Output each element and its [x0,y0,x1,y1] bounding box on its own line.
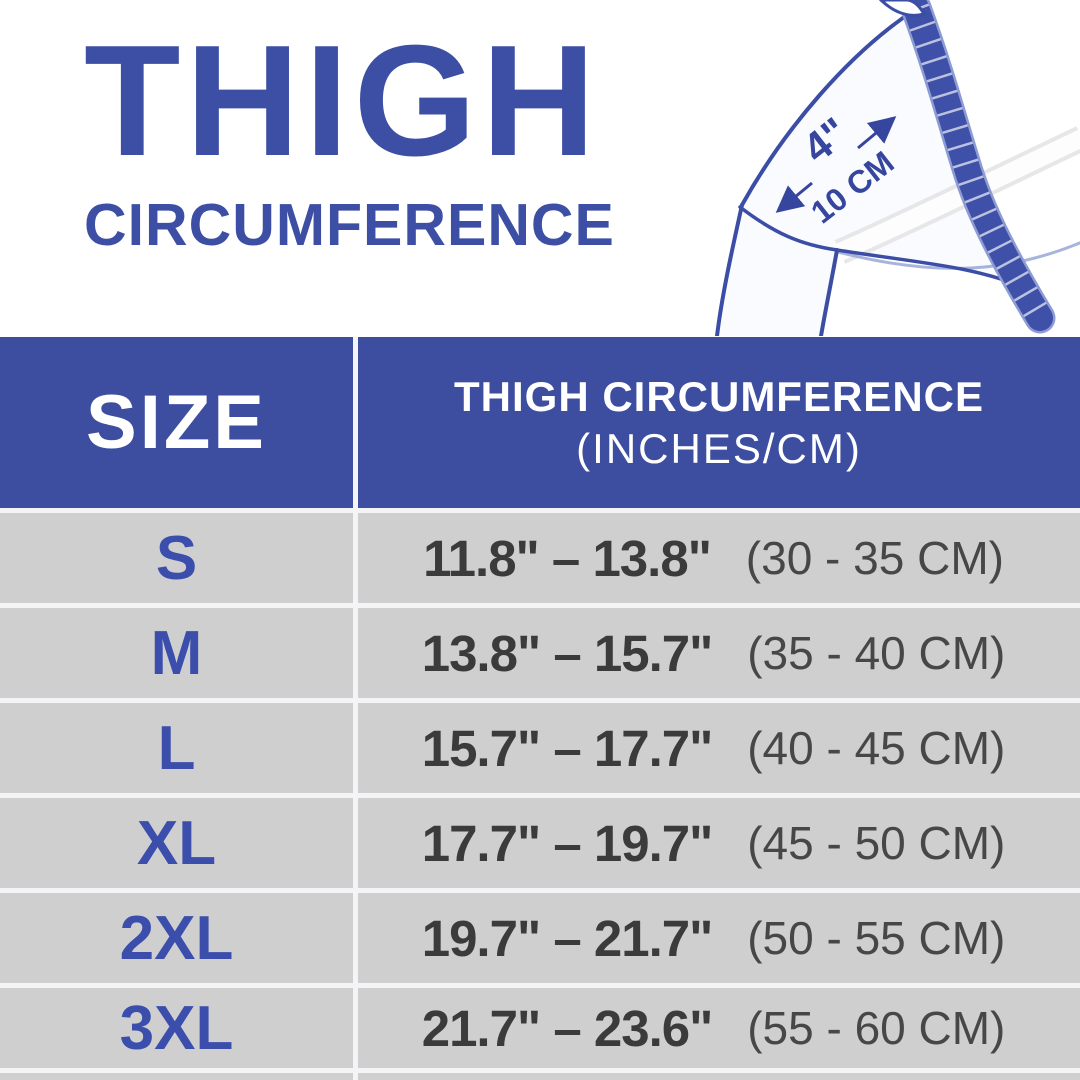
row-l-cm: (40 - 45 CM) [747,722,1006,774]
measuring-tape [900,0,1056,334]
row-m-inches: 13.8" – 15.7" [421,624,714,682]
table-header-measure-line1: THIGH CIRCUMFERENCE [454,373,984,421]
tape-tip [878,0,927,17]
row-2xl-cm: (50 - 55 CM) [747,912,1006,964]
row-2xl-size-cell: 2XL [0,893,353,983]
row-s-measure-cell: 11.8" – 13.8" (30 - 35 CM) [358,513,1080,603]
row-m-size-cell: M [0,608,353,698]
row-xl-size-cell: XL [0,798,353,888]
row-xl-measure-cell: 17.7" – 19.7" (45 - 50 CM) [358,798,1080,888]
row-xl-cm: (45 - 50 CM) [747,817,1006,869]
row-l-inches: 15.7" – 17.7" [421,719,714,777]
title-line-2: CIRCUMFERENCE [84,192,615,258]
row-m-measure-cell: 13.8" – 15.7" (35 - 40 CM) [358,608,1080,698]
title-line-1: THIGH [84,13,601,189]
leg-tape-graphic: 4" 10 CM [715,0,1080,336]
leg-measurement-illustration: 4" 10 CM [690,0,1080,336]
row-3xl-cm: (55 - 60 CM) [747,1002,1006,1054]
page-title: THIGH CIRCUMFERENCE [84,22,615,255]
row-s-cm: (30 - 35 CM) [745,532,1004,584]
thigh-underside-swoosh [837,241,1080,270]
row-3xl-measure-cell: 21.7" – 23.6" (55 - 60 CM) [358,988,1080,1068]
size-table: SIZE THIGH CIRCUMFERENCE (INCHES/CM) S 1… [0,337,1080,1080]
row-3xl-size-cell: 3XL [0,988,353,1068]
row-s-inches: 11.8" – 13.8" [423,529,712,587]
table-header-measure-line2: (INCHES/CM) [576,424,862,472]
row-s-size-cell: S [0,513,353,603]
row-2xl-measure-cell: 19.7" – 21.7" (50 - 55 CM) [358,893,1080,983]
row-l-size-cell: L [0,703,353,793]
row-m-cm: (35 - 40 CM) [747,627,1006,679]
row-l-measure-cell: 15.7" – 17.7" (40 - 45 CM) [358,703,1080,793]
row-xl-inches: 17.7" – 19.7" [421,814,714,872]
row-3xl-inches: 21.7" – 23.6" [421,999,714,1057]
measure-arrows [775,116,897,213]
partial-row-size-cell [0,1073,353,1080]
row-2xl-inches: 19.7" – 21.7" [421,909,714,967]
table-header-size: SIZE [0,337,353,508]
table-header-measure: THIGH CIRCUMFERENCE (INCHES/CM) [358,337,1080,508]
partial-row-measure-cell [358,1073,1080,1080]
